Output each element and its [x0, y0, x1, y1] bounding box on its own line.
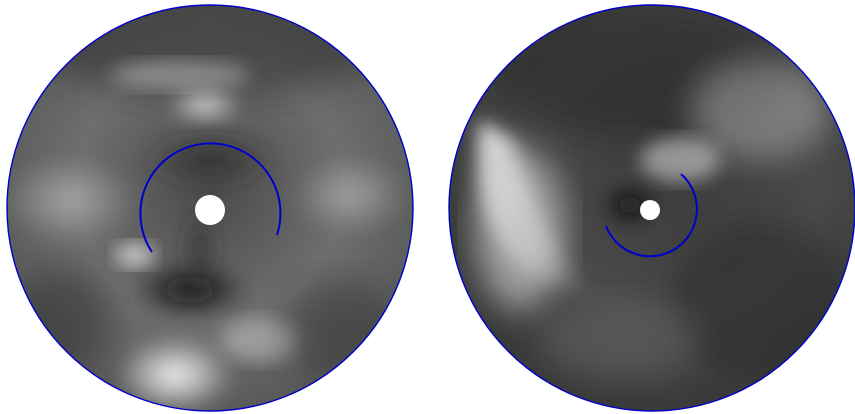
left-center-hole — [195, 195, 225, 225]
left-dark-ring-top — [140, 132, 280, 188]
right-disc — [449, 5, 855, 411]
left-mid-left — [7, 155, 140, 245]
left-mid-right — [290, 155, 410, 235]
right-dark-lower-right — [670, 220, 850, 380]
right-mid-lower — [540, 300, 700, 380]
left-dark-stem — [182, 205, 218, 295]
left-dark-blob — [130, 260, 250, 320]
left-dark-lower-right — [285, 280, 395, 380]
right-center-hole — [640, 200, 660, 220]
left-bright-bottom-right — [220, 318, 300, 362]
left-bright-arc — [110, 61, 250, 89]
right-bright-left — [475, 150, 565, 310]
right-light-center — [640, 138, 720, 182]
left-inner-arc — [139, 142, 282, 253]
right-inner-arc — [605, 173, 698, 258]
left-bright-top — [165, 87, 245, 123]
left-disc-outline — [6, 4, 414, 412]
right-disc-outline — [448, 4, 855, 412]
left-light-streak — [115, 243, 155, 267]
right-light-upper-right — [690, 60, 830, 160]
left-bright-bottom — [115, 335, 235, 411]
left-disc — [7, 5, 413, 411]
left-dark-lower-left — [10, 270, 110, 370]
